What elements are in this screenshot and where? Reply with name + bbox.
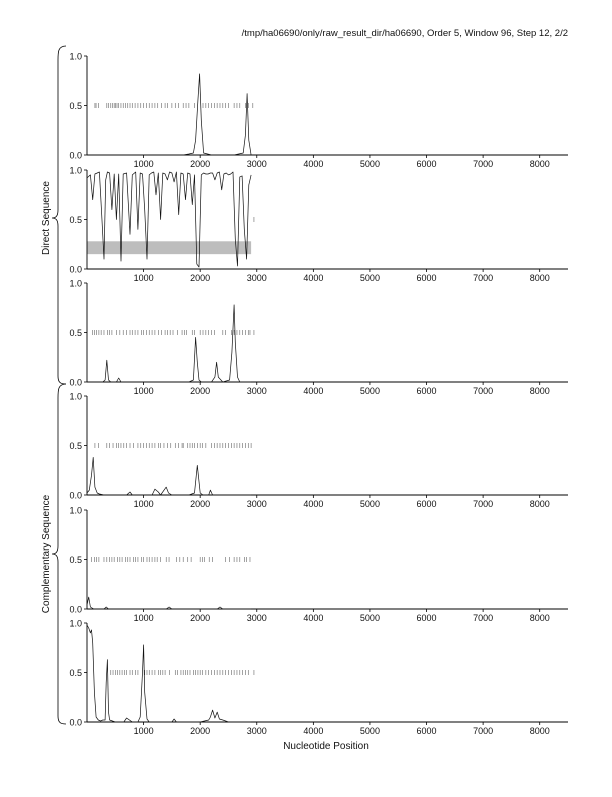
y-tick-label: 1.0: [69, 279, 82, 289]
x-tick-label: 7000: [473, 499, 493, 509]
panel-2: 0.0 0.5 1.0 1000 2000 3000 4000 5000 6000 7000 800…: [69, 166, 568, 283]
x-tick-label: 6000: [417, 499, 437, 509]
x-tick-label: 7000: [473, 613, 493, 623]
x-tick-label: 6000: [417, 273, 437, 283]
panel-1: 0.0 0.5 1.0 1000 2000 3000 4000 5000 6000 7000 800…: [69, 52, 568, 169]
series-line: [86, 457, 252, 496]
y-tick-label: 0.0: [69, 378, 82, 388]
x-axis-label: Nucleotide Position: [283, 741, 369, 752]
x-tick-label: 2000: [190, 613, 210, 623]
y-tick-label: 1.0: [69, 506, 82, 516]
x-tick-label: 3000: [247, 613, 267, 623]
x-tick-label: 8000: [530, 613, 550, 623]
x-tick-label: 2000: [190, 386, 210, 396]
x-tick-label: 4000: [303, 726, 323, 736]
group-label-direct: Direct Sequence: [41, 181, 52, 255]
x-tick-label: 7000: [473, 159, 493, 169]
x-tick-label: 5000: [360, 499, 380, 509]
y-tick-label: 0.5: [69, 555, 82, 565]
y-tick-label: 0.0: [69, 265, 82, 275]
y-tick-label: 0.0: [69, 718, 82, 728]
y-tick-label: 1.0: [69, 619, 82, 629]
x-tick-label: 5000: [360, 613, 380, 623]
x-tick-label: 2000: [190, 499, 210, 509]
series-line: [87, 304, 252, 383]
series-line: [86, 624, 252, 723]
x-tick-label: 3000: [247, 726, 267, 736]
x-tick-label: 8000: [530, 499, 550, 509]
y-tick-label: 1.0: [69, 392, 82, 402]
x-tick-label: 8000: [530, 726, 550, 736]
x-tick-label: 2000: [190, 273, 210, 283]
y-tick-label: 0.0: [69, 605, 82, 615]
x-tick-label: 2000: [190, 726, 210, 736]
x-tick-label: 8000: [530, 273, 550, 283]
x-tick-label: 6000: [417, 159, 437, 169]
direct-group-brace: [51, 45, 67, 385]
y-tick-label: 0.5: [69, 328, 82, 338]
x-tick-label: 4000: [303, 499, 323, 509]
x-tick-label: 1000: [134, 726, 154, 736]
x-tick-label: 1000: [134, 386, 154, 396]
y-tick-label: 0.0: [69, 151, 82, 161]
x-tick-label: 1000: [134, 613, 154, 623]
y-tick-label: 0.5: [69, 441, 82, 451]
x-tick-label: 5000: [360, 386, 380, 396]
x-tick-label: 6000: [417, 386, 437, 396]
x-tick-label: 5000: [360, 273, 380, 283]
x-tick-label: 8000: [530, 159, 550, 169]
complementary-group-brace: [51, 383, 67, 725]
x-tick-label: 3000: [247, 386, 267, 396]
panel-5: 0.0 0.5 1.0 1000 2000 3000 4000 5000 6000 7000 800…: [69, 506, 568, 623]
x-tick-label: 3000: [247, 273, 267, 283]
x-tick-label: 7000: [473, 726, 493, 736]
x-tick-label: 4000: [303, 613, 323, 623]
file-header: /tmp/ha06690/only/raw_result_dir/ha06690…: [242, 28, 568, 39]
x-tick-label: 7000: [473, 273, 493, 283]
x-tick-label: 4000: [303, 273, 323, 283]
x-tick-label: 6000: [417, 613, 437, 623]
x-tick-label: 4000: [303, 159, 323, 169]
y-tick-label: 0.5: [69, 101, 82, 111]
series-line: [86, 596, 252, 610]
x-tick-label: 5000: [360, 726, 380, 736]
x-tick-label: 1000: [134, 273, 154, 283]
panel-4: 0.0 0.5 1.0 1000 2000 3000 4000 5000 6000 7000 800…: [69, 392, 568, 509]
x-tick-label: 8000: [530, 386, 550, 396]
y-tick-label: 0.5: [69, 215, 82, 225]
x-tick-label: 4000: [303, 386, 323, 396]
x-tick-label: 5000: [360, 159, 380, 169]
x-tick-label: 3000: [247, 499, 267, 509]
y-tick-label: 0.0: [69, 491, 82, 501]
panel-6: 0.0 0.5 1.0 1000 2000 3000 4000 5000 6000 7000 800…: [69, 619, 568, 736]
series-line: [87, 73, 252, 156]
x-tick-label: 1000: [134, 499, 154, 509]
y-tick-label: 1.0: [69, 166, 82, 176]
group-label-complementary: Complementary Sequence: [41, 494, 52, 613]
y-tick-label: 1.0: [69, 52, 82, 62]
series-line: [86, 171, 252, 268]
x-tick-label: 6000: [417, 726, 437, 736]
x-tick-label: 1000: [134, 159, 154, 169]
x-tick-label: 3000: [247, 159, 267, 169]
panel-3: 0.0 0.5 1.0 1000 2000 3000 4000 5000 6000 7000 800…: [69, 279, 568, 396]
y-tick-label: 0.5: [69, 668, 82, 678]
x-tick-label: 2000: [190, 159, 210, 169]
highlight-bar: [87, 241, 252, 255]
x-tick-label: 7000: [473, 386, 493, 396]
